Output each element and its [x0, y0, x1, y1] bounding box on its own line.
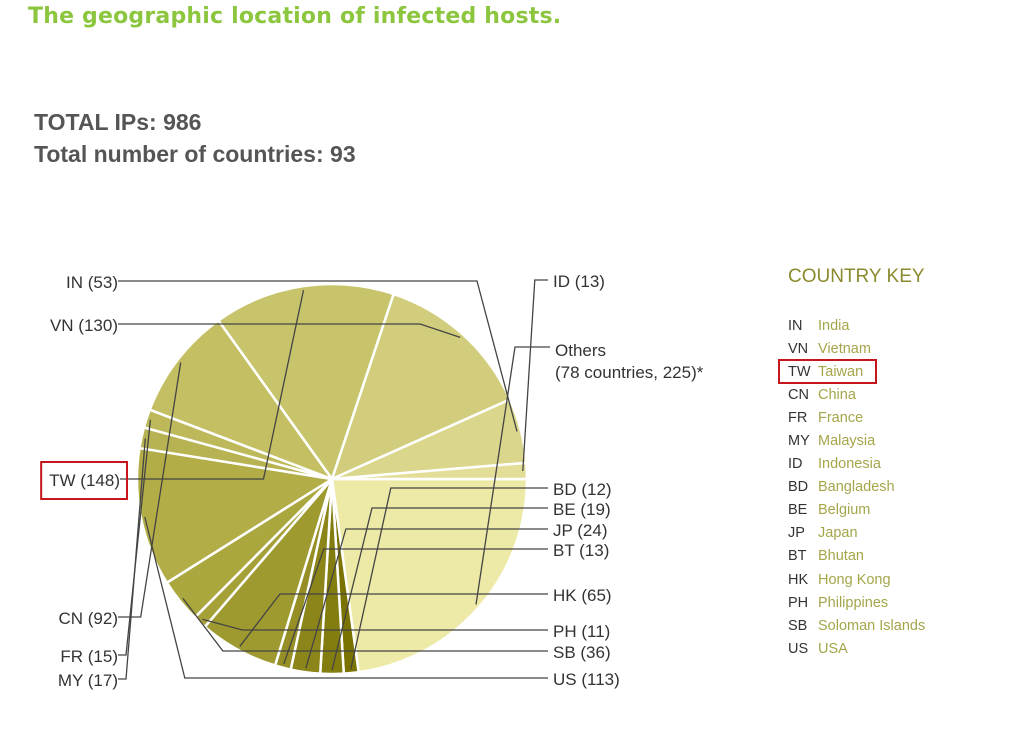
country-name: Soloman Islands: [818, 617, 926, 634]
leader-line-in: [118, 280, 518, 432]
country-key-row: BD Bangladesh: [788, 476, 925, 499]
slice-label-bd: BD (12): [553, 480, 612, 499]
country-code: MY: [788, 433, 810, 450]
country-key-row: IN India: [788, 314, 925, 337]
country-key-title: COUNTRY KEY: [788, 266, 925, 287]
country-code: CN: [788, 386, 809, 403]
leader-line-sb: [182, 598, 548, 652]
pie-slice-cn: [148, 319, 334, 481]
country-name: Taiwan: [818, 363, 864, 380]
leader-line-vn: [118, 323, 461, 339]
country-name: Bangladesh: [818, 479, 895, 496]
leader-lines: [118, 279, 550, 680]
country-code: ID: [788, 456, 803, 473]
leader-line-tw: [120, 289, 305, 480]
leader-line-bt: [283, 548, 548, 665]
country-key-list: IN India VN Vietnam TW Taiwan CN China FR France M…: [788, 314, 925, 660]
country-key-row: PH Philippines: [788, 591, 925, 614]
pie-slice-tw: [217, 282, 395, 481]
country-code: SB: [788, 617, 808, 634]
country-code: VN: [788, 340, 809, 357]
slice-label-vn: VN (130): [50, 316, 118, 335]
country-key-row: HK Hong Kong: [788, 568, 925, 591]
leader-line-id: [522, 279, 548, 472]
slice-label-bt: BT (13): [553, 541, 609, 560]
slice-label-ph: PH (11): [553, 622, 610, 641]
slice-label-hk: HK (65): [553, 586, 612, 605]
country-name: France: [818, 409, 864, 426]
country-code: PH: [788, 594, 809, 611]
totals-block: TOTAL IPs: 986 Total number of countries…: [34, 106, 356, 170]
leader-line-hk: [239, 593, 548, 647]
country-name: China: [818, 386, 856, 403]
pie-slice-us: [135, 446, 334, 584]
country-code: US: [788, 640, 809, 657]
country-key-row: BT Bhutan: [788, 545, 925, 568]
leader-line-jp: [305, 528, 548, 669]
country-name: Indonesia: [818, 456, 881, 473]
slice-label-sb: SB (36): [553, 643, 611, 662]
country-name: Philippines: [818, 594, 889, 611]
leader-line-be: [331, 507, 548, 671]
leader-line-fr: [118, 419, 152, 656]
pie-slice-others: [330, 477, 529, 674]
slice-label-others-detail: (78 countries, 225)*: [555, 363, 704, 382]
slice-label-others: Others: [555, 341, 606, 360]
slice-label-us: US (113): [553, 670, 620, 689]
country-code: HK: [788, 571, 809, 588]
country-code: IN: [788, 317, 803, 334]
leader-line-others: [475, 346, 550, 605]
country-key-row: MY Malaysia: [788, 429, 925, 452]
country-code: FR: [788, 409, 808, 426]
leader-line-ph: [202, 618, 548, 631]
slice-label-in: IN (53): [66, 273, 118, 292]
country-key-row: CN China: [788, 383, 925, 406]
total-ips: TOTAL IPs: 986: [34, 109, 202, 135]
country-key-row: ID Indonesia: [788, 453, 925, 476]
page-heading: The geographic location of infected host…: [28, 4, 562, 29]
country-name: USA: [818, 640, 848, 657]
slice-labels: Others (78 countries, 225)* BD (12)BE (19)…: [49, 272, 704, 690]
leader-line-bd: [350, 487, 548, 670]
country-name: Hong Kong: [818, 571, 891, 588]
slice-label-jp: JP (24): [553, 521, 608, 540]
leader-line-us: [144, 516, 548, 679]
country-key-row: JP Japan: [788, 522, 925, 545]
pie-slice-vn: [330, 292, 512, 481]
highlight-box-key: [778, 359, 878, 385]
slice-label-my: MY (17): [58, 671, 118, 690]
pie-slice-id: [330, 461, 529, 481]
country-code: BT: [788, 548, 807, 565]
highlight-box-chart: [40, 461, 128, 500]
country-name: Vietnam: [818, 340, 871, 357]
country-code: TW: [788, 363, 811, 380]
country-key-row: TW Taiwan: [788, 360, 925, 383]
country-key: COUNTRY KEY IN India VN Vietnam TW Taiwan CN Ch…: [788, 266, 925, 660]
country-key-row: FR France: [788, 406, 925, 429]
country-key-row: VN Vietnam: [788, 337, 925, 360]
country-code: BE: [788, 502, 808, 519]
leader-line-cn: [118, 362, 182, 618]
country-name: Belgium: [818, 502, 871, 519]
country-key-row: US USA: [788, 637, 925, 660]
total-countries: Total number of countries: 93: [34, 141, 356, 167]
country-code: JP: [788, 525, 805, 542]
country-key-row: BE Belgium: [788, 499, 925, 522]
slice-label-cn: CN (92): [58, 609, 118, 628]
country-name: Bhutan: [818, 548, 864, 565]
leader-line-my: [118, 438, 146, 680]
pie-chart: Others (78 countries, 225)* BD (12)BE (19)…: [40, 272, 704, 690]
slice-label-id: ID (13): [553, 272, 605, 291]
slice-label-be: BE (19): [553, 500, 611, 519]
slice-label-tw: TW (148): [49, 471, 120, 490]
country-name: Malaysia: [818, 433, 876, 450]
country-code: BD: [788, 479, 809, 496]
country-name: Japan: [818, 525, 858, 542]
country-key-row: SB Soloman Islands: [788, 614, 925, 637]
country-name: India: [818, 317, 850, 334]
slice-label-fr: FR (15): [60, 647, 118, 666]
